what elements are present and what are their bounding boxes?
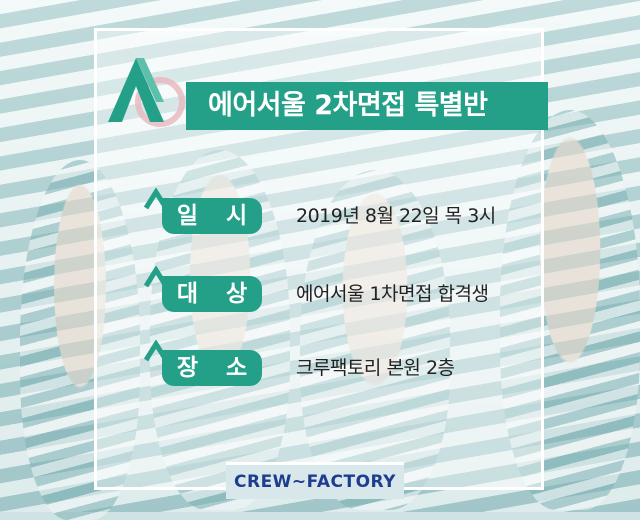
target-value: 에어서울 1차면접 합격생	[296, 283, 489, 305]
place-value: 크루팩토리 본원 2층	[296, 357, 455, 379]
brand-footer: CREW~FACTORY	[226, 462, 404, 499]
date-label: 일 시	[162, 198, 262, 234]
place-label: 장 소	[162, 350, 262, 386]
target-label: 대 상	[162, 276, 262, 312]
airline-logo-icon	[108, 58, 185, 127]
page-title: 에어서울 2차면접 특별반	[186, 82, 548, 130]
info-row-date: 일 시 2019년 8월 22일 목 3시	[140, 188, 540, 238]
date-value: 2019년 8월 22일 목 3시	[296, 205, 496, 227]
info-row-place: 장 소 크루팩토리 본원 2층	[140, 340, 540, 390]
info-row-target: 대 상 에어서울 1차면접 합격생	[140, 266, 540, 316]
